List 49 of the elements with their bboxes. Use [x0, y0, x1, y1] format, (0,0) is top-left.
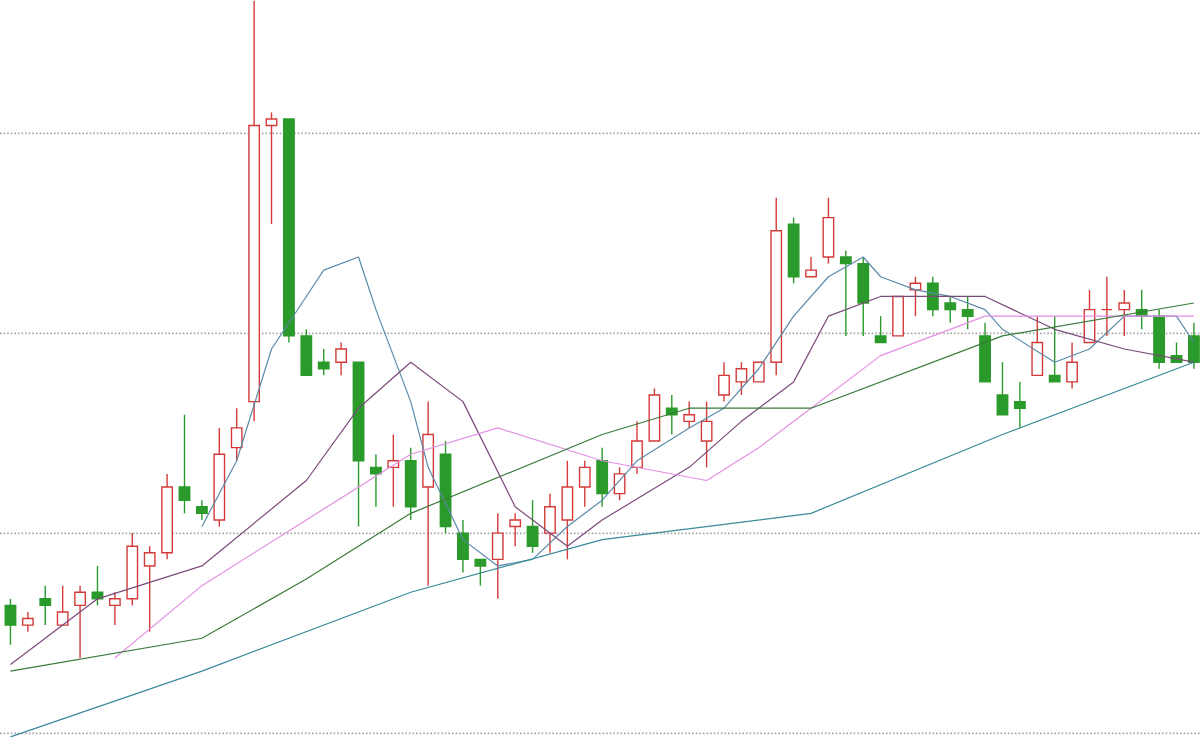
- candlestick: [230, 407, 243, 462]
- candlestick: [1153, 309, 1166, 370]
- candlestick: [735, 361, 748, 397]
- candlestick: [578, 460, 591, 508]
- candlestick: [613, 466, 626, 502]
- candlestick: [979, 322, 991, 383]
- candlestick: [631, 420, 643, 475]
- candlestick: [544, 493, 556, 554]
- candlestick: [561, 460, 574, 561]
- candlestick: [857, 256, 870, 337]
- candlestick: [944, 296, 957, 324]
- candlestick: [265, 112, 278, 226]
- candlestick: [526, 499, 539, 554]
- candlestick: [39, 585, 52, 627]
- candlestick: [874, 315, 887, 344]
- candlestick: [74, 585, 86, 659]
- candlestick: [335, 342, 348, 377]
- candlestick: [1048, 315, 1061, 383]
- candlestick: [474, 558, 487, 587]
- candlestick: [178, 414, 191, 515]
- candlestick: [21, 611, 34, 633]
- candlestick: [195, 499, 208, 521]
- candlestick: [300, 328, 313, 377]
- candlestick: [648, 388, 661, 443]
- candlestick: [1031, 315, 1044, 377]
- candlestick: [1100, 276, 1113, 337]
- candlestick: [1187, 322, 1200, 370]
- candlestick: [961, 296, 974, 331]
- candlestick: [509, 512, 522, 548]
- candlestick: [718, 361, 730, 403]
- candlestick: [996, 361, 1009, 416]
- candlestick: [596, 447, 609, 508]
- candlestick: [491, 512, 504, 600]
- candlestick: [822, 197, 835, 265]
- candlestick: [1013, 381, 1026, 429]
- candlestick: [700, 401, 713, 469]
- candlestick: [1118, 289, 1131, 337]
- candlestick: [1066, 342, 1078, 390]
- candlestick: [317, 348, 330, 377]
- candlestick: [457, 519, 469, 574]
- candlestick: [404, 447, 417, 521]
- candlestick: [108, 591, 121, 627]
- candlestick: [56, 585, 69, 627]
- candlestick: [892, 296, 904, 337]
- candlestick: [683, 401, 696, 429]
- candlestick: [4, 598, 17, 646]
- candlestick: [143, 545, 156, 633]
- candlestick: [370, 453, 382, 508]
- candlestick: [839, 250, 852, 337]
